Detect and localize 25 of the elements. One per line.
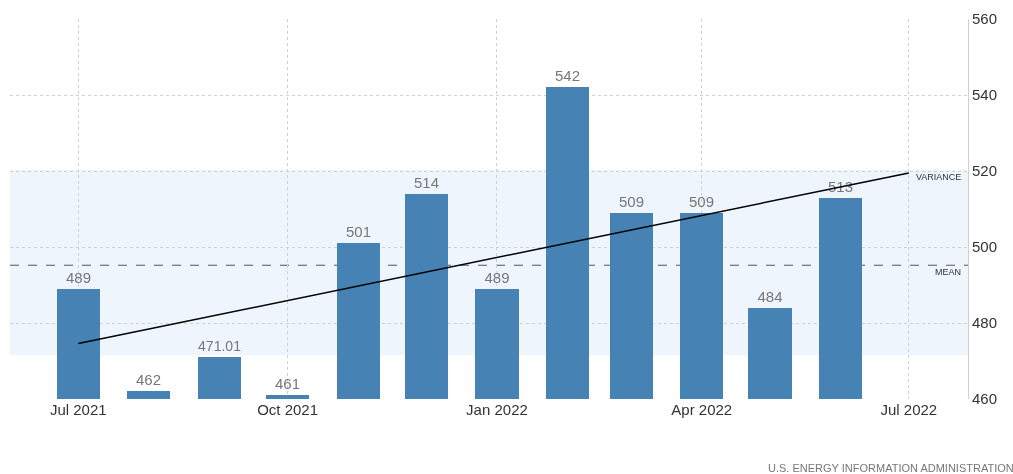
y-tick-label: 560: [972, 10, 998, 28]
x-tick-label: Jan 2022: [466, 401, 528, 418]
data-label: 484: [757, 288, 783, 305]
data-label: 461: [274, 375, 301, 392]
data-label: 471.01: [198, 338, 242, 355]
x-tick-label: Jul 2021: [49, 401, 107, 418]
data-label: 489: [65, 269, 92, 286]
data-label: 509: [688, 193, 715, 210]
y-tick-label: 520: [972, 162, 998, 180]
data-label: 509: [618, 193, 645, 210]
data-label: 462: [135, 371, 162, 388]
x-tick-label: Apr 2022: [671, 401, 733, 418]
ref-line-label: MEAN: [935, 267, 962, 277]
data-label: 489: [484, 269, 510, 286]
data-label: 542: [554, 67, 581, 84]
y-tick-label: 500: [972, 238, 998, 256]
text: U.S. ENERGY INFORMATION ADMINISTRATION: [768, 462, 1013, 474]
y-tick-label: 540: [972, 86, 998, 104]
y-tick-label: 480: [972, 314, 998, 332]
data-label: 501: [345, 223, 372, 240]
x-tick-label: Oct 2021: [257, 401, 319, 418]
band-label: VARIANCE: [916, 172, 962, 182]
y-tick-label: 460: [972, 390, 998, 408]
data-label: 514: [413, 174, 440, 191]
x-tick-label: Jul 2022: [880, 401, 938, 418]
